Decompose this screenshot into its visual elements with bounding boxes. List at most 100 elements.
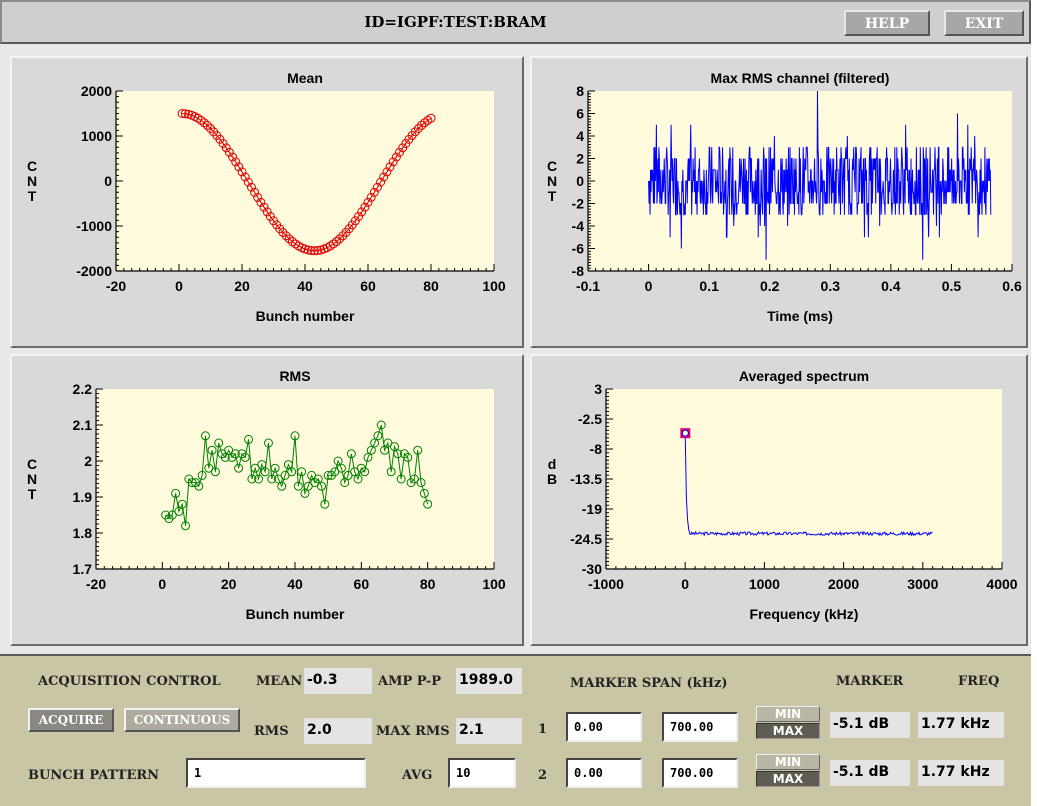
freq-header-label: FREQ (958, 674, 1000, 689)
rms-point (257, 460, 267, 470)
help-button[interactable]: HELP (844, 10, 930, 36)
control-panel: ACQUISITION CONTROL ACQUIRE CONTINUOUS B… (0, 654, 1031, 806)
mean-x-tick-label: 40 (297, 278, 313, 294)
rms-x-tick-label: 80 (420, 576, 436, 592)
max-rms-label: MAX RMS (376, 724, 450, 739)
spectrum-x-tick-label: -1000 (588, 576, 624, 592)
rms-point (419, 488, 429, 498)
mean-point (360, 202, 370, 212)
maxrms-y-tick-label: 6 (576, 106, 584, 122)
maxrms-series-line (648, 90, 992, 260)
spectrum-x-tick-label: 4000 (986, 576, 1017, 592)
mean-point (240, 172, 250, 182)
mean-point (234, 162, 244, 172)
avg-input[interactable]: 10 (448, 758, 516, 788)
maxrms-y-tick-label: -2 (572, 196, 585, 212)
mean-x-tick-label: 100 (482, 278, 506, 294)
rms-point (263, 438, 273, 448)
max-rms-value: 2.1 (456, 718, 522, 744)
spectrum-y-tick-label: -8 (590, 441, 603, 457)
mean-point (410, 127, 420, 137)
mean-point (357, 207, 367, 217)
row-2-max-button[interactable]: MAX (756, 771, 820, 787)
mean-point (206, 123, 215, 133)
row-2-min-button[interactable]: MIN (756, 754, 820, 770)
mean-point (259, 202, 269, 212)
mean-point (306, 246, 316, 256)
continuous-button[interactable]: CONTINUOUS (124, 708, 240, 732)
rms-y-tick-label: 1.9 (73, 489, 93, 505)
mean-point (376, 177, 386, 187)
mean-point (237, 167, 247, 177)
rms-point (267, 474, 277, 484)
rms-point (220, 452, 230, 462)
mean-point (413, 123, 423, 133)
row-1-max-button[interactable]: MAX (756, 723, 820, 739)
mean-y-tick-label: 0 (104, 173, 112, 189)
bunch-pattern-input[interactable]: 1 (186, 758, 366, 788)
acquire-button[interactable]: ACQUIRE (28, 708, 114, 732)
mean-point (202, 120, 212, 130)
plot-area: Mean -20 0 20 40 60 80 100 2000 1000 0 -1000 -2000 Bu… (0, 44, 1031, 654)
mean-point (420, 118, 430, 128)
rms-value: 2.0 (304, 718, 372, 744)
rms-point (210, 467, 220, 477)
mean-point (313, 246, 323, 256)
rms-y-tick-label: 1.8 (73, 525, 93, 541)
row-2-freq-value: 1.77 kHz (918, 760, 1004, 786)
rms-point (333, 456, 343, 466)
rms-point (370, 438, 380, 448)
mean-point (309, 246, 319, 256)
marker-header-label: MARKER (836, 674, 904, 689)
mean-point (284, 234, 294, 244)
mean-x-tick-label: 20 (234, 278, 250, 294)
rms-point (181, 521, 191, 531)
row-2-index: 2 (538, 768, 548, 783)
mean-point (250, 187, 260, 197)
row-2-span-low-input[interactable]: 0.00 (566, 758, 642, 788)
mean-point (287, 237, 297, 247)
row-1-freq-value: 1.77 kHz (918, 712, 1004, 738)
title-bar: ID=IGPF:TEST:BRAM HELP EXIT (0, 0, 1031, 44)
amp-pp-label: AMP P-P (378, 674, 442, 689)
maxrms-y-tick-label: 2 (576, 151, 584, 167)
maxrms-y-tick-label: -6 (572, 241, 585, 257)
rms-point (234, 463, 244, 473)
exit-button[interactable]: EXIT (944, 10, 1024, 36)
rms-point (373, 431, 383, 441)
row-1-min-button[interactable]: MIN (756, 706, 820, 722)
maxrms-y-tick-label: 8 (576, 83, 584, 99)
row-1-span-high-input[interactable]: 700.00 (662, 712, 738, 742)
rms-y-tick-label: 2 (84, 453, 92, 469)
maxrms-x-tick-label: 0.1 (699, 278, 719, 294)
rms-chart-svg: RMS -20 0 20 40 60 80 100 2.2 2.1 2 1.9 1.8 1.7 Bunch … (27, 368, 506, 622)
row-1-index: 1 (538, 722, 548, 737)
mean-point (180, 109, 190, 119)
mean-point (281, 231, 291, 241)
rms-y-tick-label: 1.7 (73, 561, 93, 577)
maxrms-title: Max RMS channel (filtered) (711, 70, 890, 86)
rms-point (320, 499, 330, 509)
row-1-span-low-input[interactable]: 0.00 (566, 712, 642, 742)
rms-point (346, 449, 356, 459)
maxrms-chart-svg: Max RMS channel (filtered) -0.1 0 0.1 0.2 0.3… (547, 70, 1022, 324)
rms-point (177, 499, 187, 509)
rms-label: RMS (254, 724, 289, 739)
rms-point (260, 467, 270, 477)
maxrms-x-tick-label: 0.4 (881, 278, 901, 294)
mean-point (199, 118, 209, 128)
spectrum-title: Averaged spectrum (739, 368, 869, 384)
mean-x-tick-label: 80 (423, 278, 439, 294)
rms-point (423, 499, 433, 509)
rms-point (390, 442, 399, 452)
rms-point (200, 431, 210, 441)
mean-point (221, 143, 231, 153)
spectrum-x-label: Frequency (kHz) (750, 606, 859, 622)
maxrms-y-tick-label: 0 (576, 173, 584, 189)
rms-point (244, 434, 254, 444)
row-2-span-high-input[interactable]: 700.00 (662, 758, 738, 788)
avg-label: AVG (402, 768, 433, 783)
spectrum-y-tick-label: -13.5 (570, 471, 602, 487)
mean-point (338, 231, 348, 241)
